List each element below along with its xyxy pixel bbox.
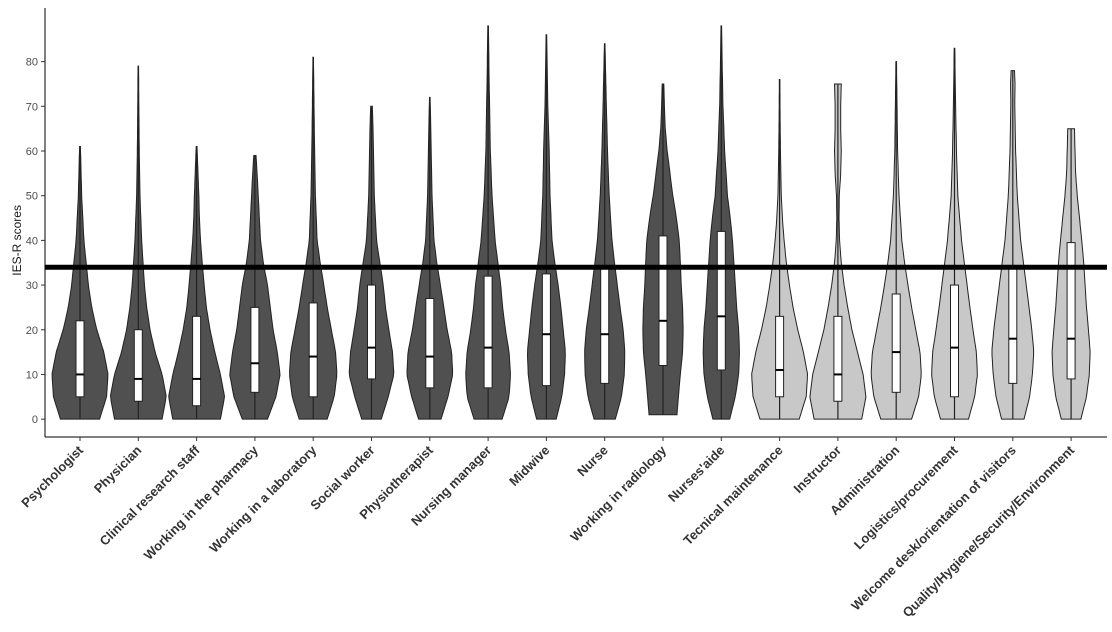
box-iqr	[76, 321, 84, 397]
box-iqr	[776, 316, 784, 396]
violin-group	[407, 97, 453, 419]
x-category-label: Tecnical maintenance	[680, 443, 785, 548]
x-category-label: Working in radiology	[567, 442, 669, 544]
violin-group	[111, 66, 167, 419]
x-category-label: Midwive	[506, 443, 552, 489]
y-tick-label: 10	[26, 369, 38, 381]
violin-group	[230, 155, 280, 419]
y-tick-label: 70	[26, 101, 38, 113]
box-iqr	[251, 307, 259, 392]
box-iqr	[834, 316, 842, 401]
box-iqr	[892, 294, 900, 392]
box-iqr	[601, 267, 609, 383]
violin-group	[752, 80, 808, 420]
violin-group	[528, 35, 566, 419]
y-tick-layer: 0 10 20 30 40 50 60 70 80	[26, 57, 45, 427]
violin-group	[1052, 129, 1090, 419]
box-iqr	[193, 316, 201, 405]
violin-group	[466, 26, 511, 419]
violin-group	[703, 26, 739, 419]
x-category-label: Logistics/procurement	[851, 442, 961, 552]
box-iqr	[309, 303, 317, 397]
y-tick-label: 30	[26, 280, 38, 292]
x-category-label: Nurses'aide	[665, 443, 727, 505]
box-iqr	[484, 276, 492, 388]
box-iqr	[717, 231, 725, 370]
box-iqr	[134, 330, 142, 402]
violin-group	[810, 84, 866, 419]
violin-group	[52, 147, 108, 420]
y-tick-label: 80	[26, 57, 38, 69]
violin-group	[349, 106, 394, 419]
violin-group	[643, 84, 683, 415]
x-category-label: Working in a laboratory	[206, 442, 320, 556]
violin-group	[585, 44, 625, 419]
x-category-label: Nurse	[574, 443, 611, 480]
x-category-label: Clinical research staff	[97, 442, 204, 549]
box-iqr	[1009, 267, 1017, 383]
y-axis-title: IES-R scores	[10, 205, 24, 276]
box-iqr	[426, 298, 434, 387]
y-tick-label: 20	[26, 325, 38, 337]
violin-group	[871, 62, 921, 420]
x-category-label: Psychologist	[18, 442, 86, 510]
violin-layer	[52, 26, 1090, 419]
box-iqr	[368, 285, 376, 379]
y-tick-label: 40	[26, 235, 38, 247]
violin-group	[169, 147, 225, 420]
violin-group	[992, 71, 1034, 420]
violin-group	[932, 48, 978, 419]
x-category-label: Instructor	[791, 443, 845, 497]
x-category-label: Working in the pharmacy	[141, 442, 262, 563]
x-category-label: Physician	[91, 442, 145, 496]
box-iqr	[951, 285, 959, 397]
y-tick-label: 60	[26, 146, 38, 158]
y-tick-label: 50	[26, 191, 38, 203]
y-tick-label: 0	[32, 414, 38, 426]
box-iqr	[659, 236, 667, 366]
box-iqr	[1067, 243, 1075, 379]
violin-group	[290, 57, 337, 419]
box-iqr	[542, 274, 550, 386]
